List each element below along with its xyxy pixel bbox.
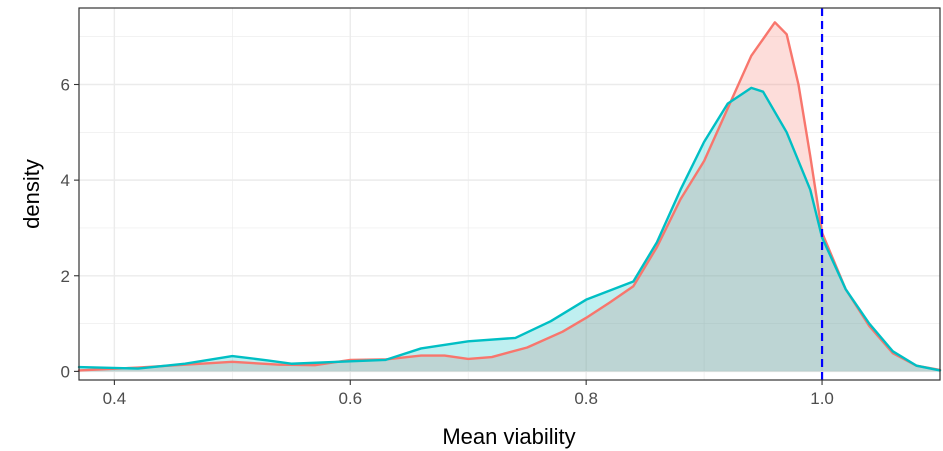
x-tick-label: 0.8 (574, 389, 598, 408)
series-2-area (79, 87, 940, 372)
axis-ticks: 0.4 0.6 0.8 1.0 0 2 4 6 (61, 76, 834, 408)
density-series (77, 21, 942, 372)
series-2-line (77, 86, 942, 372)
y-tick-label: 2 (61, 267, 70, 286)
x-tick-label: 1.0 (810, 389, 834, 408)
y-tick-label: 0 (61, 362, 70, 381)
y-tick-label: 6 (61, 76, 70, 95)
y-tick-label: 4 (61, 171, 70, 190)
series-1-area (79, 22, 940, 372)
x-axis-title: Mean viability (442, 424, 575, 449)
grid (79, 8, 940, 380)
x-tick-label: 0.4 (103, 389, 127, 408)
x-tick-label: 0.6 (338, 389, 362, 408)
panel-border (78, 7, 941, 381)
y-axis-title: density (19, 159, 44, 229)
series-1-line (77, 21, 942, 372)
